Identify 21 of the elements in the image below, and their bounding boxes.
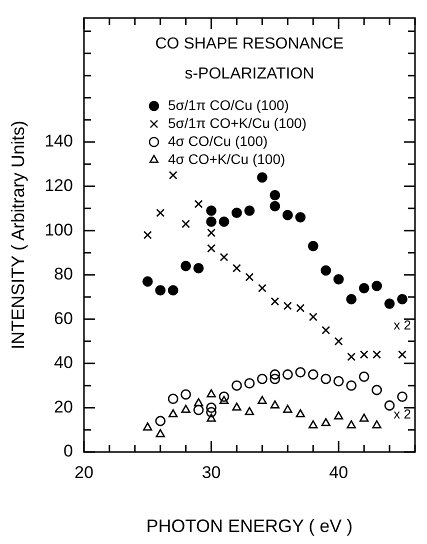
x-tick-label: 40 — [329, 462, 348, 482]
y-tick-label: 0 — [63, 442, 73, 461]
y-tick-label: 60 — [54, 308, 73, 328]
y-tick-label: 80 — [54, 264, 73, 284]
annotation: x 2 — [394, 318, 411, 333]
x-tick-label: 20 — [74, 462, 94, 482]
y-tick-label: 40 — [54, 353, 73, 372]
x-tick-label: 30 — [202, 462, 221, 482]
text: CO SHAPE RESONANCE — [155, 35, 344, 52]
y-tick-label: 120 — [44, 176, 73, 195]
x-axis-title: PHOTON ENERGY ( eV ) — [146, 516, 353, 536]
legend-label: 4σ CO/Cu (100) — [168, 132, 268, 149]
y-tick-label: 20 — [54, 397, 73, 416]
y-tick-label: 140 — [44, 132, 73, 151]
legend-label: 4σ CO+K/Cu (100) — [168, 150, 286, 167]
legend-label: 5σ/1π CO/Cu (100) — [168, 96, 289, 113]
y-axis-title: INTENSITY ( Arbitrary Units) — [8, 120, 28, 350]
y-tick-label: 100 — [44, 220, 73, 240]
annotation: x 2 — [394, 406, 411, 422]
legend-label: 5σ/1π CO+K/Cu (100) — [168, 114, 306, 131]
text: s-POLARIZATION — [184, 65, 314, 82]
